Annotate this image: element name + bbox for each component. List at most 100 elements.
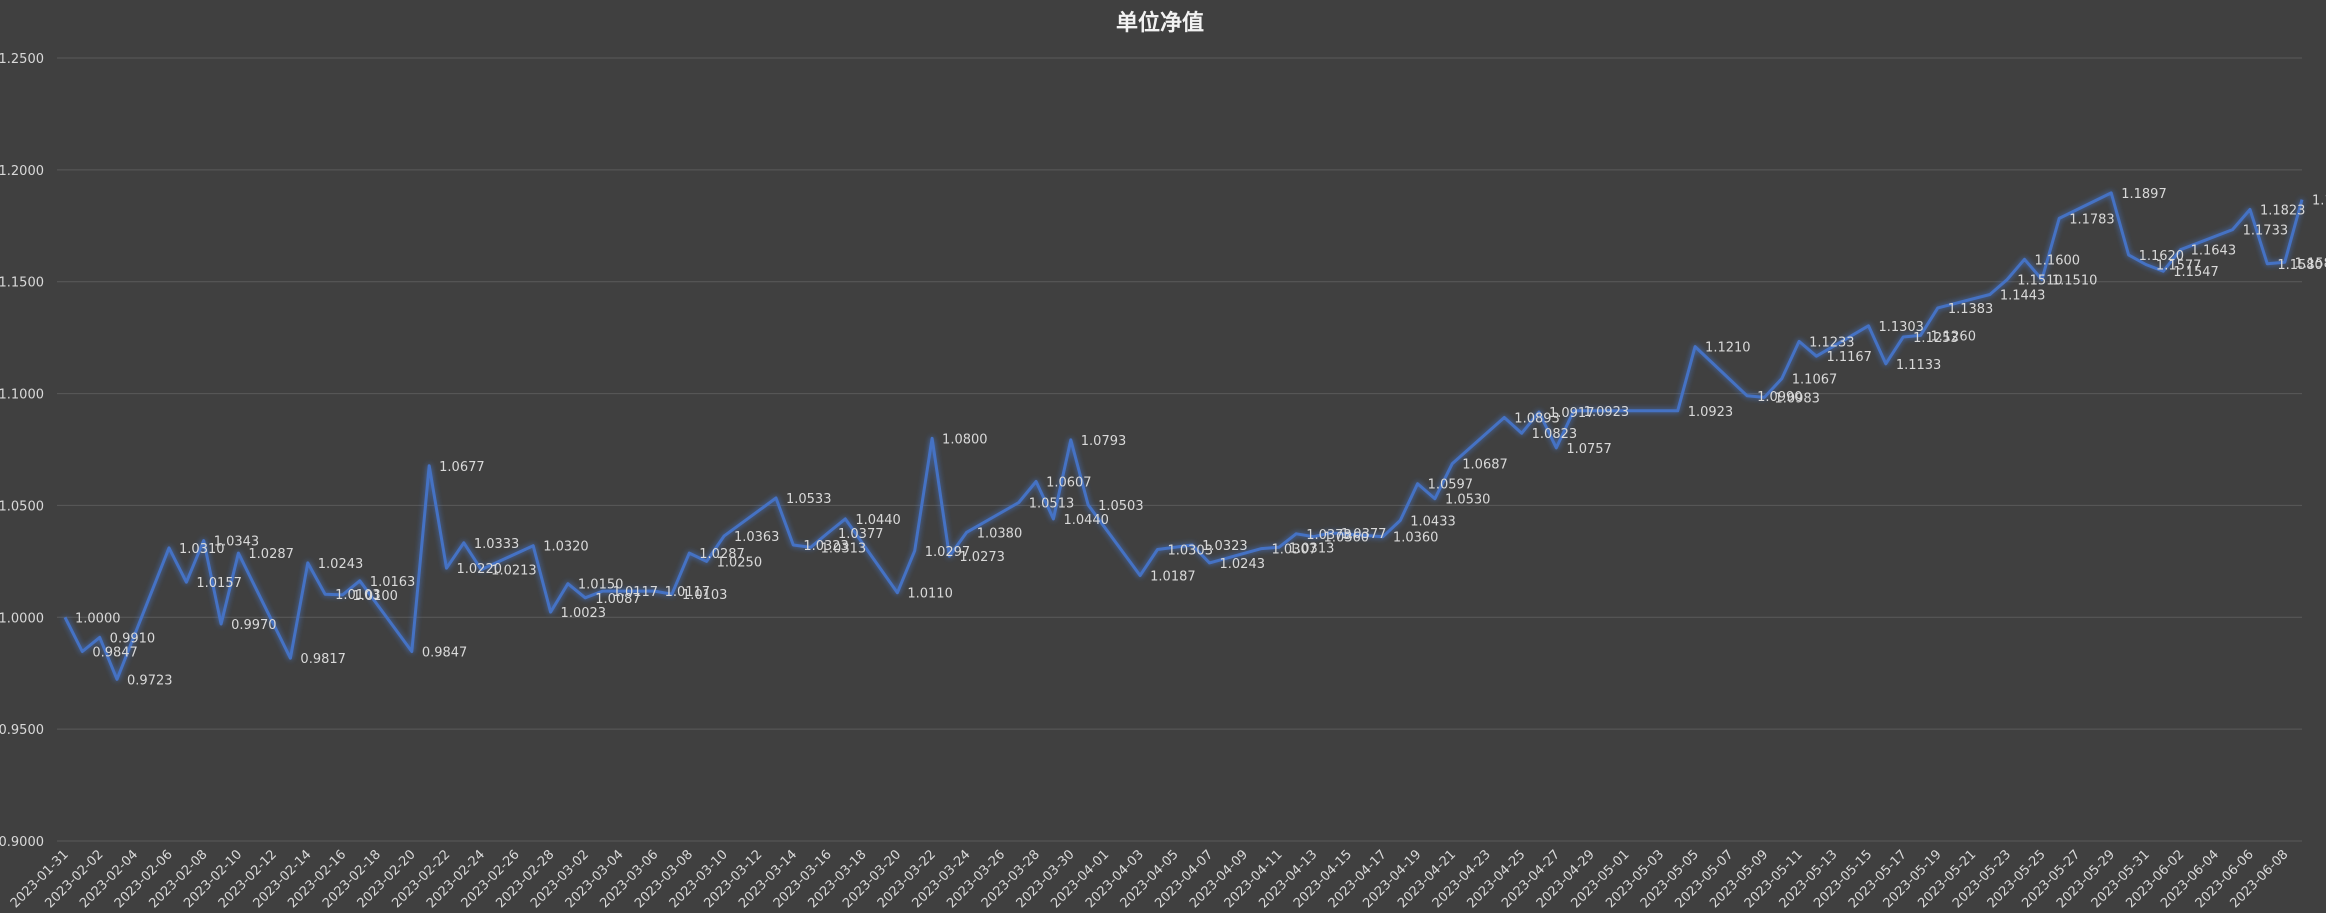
data-label: 1.0983 — [1774, 391, 1820, 406]
data-label: 1.0243 — [318, 557, 364, 572]
data-label: 1.1577 — [2156, 258, 2202, 273]
data-label: 1.1383 — [1948, 302, 1994, 317]
data-label: 1.0243 — [1220, 557, 1266, 572]
data-label: 1.0087 — [595, 592, 641, 607]
data-label: 0.9970 — [231, 618, 277, 633]
data-label: 0.9847 — [92, 646, 138, 661]
data-label: 1.0320 — [543, 540, 589, 555]
data-label: 0.9847 — [422, 646, 468, 661]
data-label: 1.1303 — [1878, 320, 1924, 335]
y-tick-label: 0.9500 — [0, 723, 44, 738]
data-label: 1.1443 — [2000, 288, 2046, 303]
data-label: 1.1210 — [1705, 341, 1751, 356]
data-label: 1.0323 — [1202, 539, 1248, 554]
data-label: 1.0287 — [699, 547, 745, 562]
data-label: 1.0503 — [1098, 499, 1144, 514]
data-label: 1.0677 — [439, 460, 485, 475]
data-label: 1.0373 — [1306, 528, 1352, 543]
data-label: 1.1260 — [1930, 329, 1976, 344]
data-label: 1.0597 — [1428, 478, 1474, 493]
data-label: 1.0287 — [248, 547, 294, 562]
data-label: 1.0990 — [1757, 390, 1803, 405]
data-label: 1.0433 — [1410, 514, 1456, 529]
data-label: 1.0530 — [1445, 493, 1491, 508]
data-label: 1.0023 — [561, 606, 607, 621]
data-label: 1.0150 — [578, 578, 624, 593]
data-label: 1.0687 — [1462, 458, 1508, 473]
data-label: 1.1233 — [1809, 335, 1855, 350]
data-label: 1.1253 — [1913, 331, 1959, 346]
data-label: 0.9817 — [300, 652, 346, 667]
data-label: 1.0757 — [1566, 442, 1612, 457]
data-label: 1.0360 — [1393, 531, 1439, 546]
y-tick-label: 0.9000 — [0, 835, 44, 850]
data-label: 1.0800 — [942, 432, 988, 447]
data-label: 1.0313 — [1289, 541, 1335, 556]
data-label: 1.0323 — [803, 539, 849, 554]
data-label: 1.0513 — [1029, 497, 1075, 512]
data-label: 1.1510 — [2017, 273, 2063, 288]
data-label: 1.0117 — [665, 585, 711, 600]
data-label: 1.1580 — [2277, 258, 2323, 273]
y-tick-label: 1.1000 — [0, 388, 44, 403]
data-label: 1.1783 — [2069, 212, 2115, 227]
data-label: 1.0533 — [786, 492, 832, 507]
data-label: 1.1587 — [2295, 256, 2326, 271]
data-label: 1.0273 — [959, 550, 1005, 565]
y-tick-label: 1.0000 — [0, 611, 44, 626]
data-label: 1.0363 — [734, 530, 780, 545]
data-label: 1.0297 — [925, 545, 971, 560]
data-label: 1.0163 — [370, 575, 416, 590]
data-label: 0.9723 — [127, 673, 173, 688]
data-label: 1.1167 — [1826, 350, 1872, 365]
data-label: 0.9910 — [110, 631, 155, 646]
data-label: 1.1133 — [1896, 358, 1942, 373]
data-label: 1.0440 — [855, 513, 901, 528]
data-label: 1.1823 — [2260, 203, 2306, 218]
y-tick-label: 1.2500 — [0, 52, 44, 67]
data-label: 1.0380 — [977, 526, 1023, 541]
data-label: 1.0377 — [838, 527, 884, 542]
data-label: 1.0917 — [1549, 406, 1595, 421]
data-label: 1.0343 — [214, 535, 260, 550]
chart-title: 单位净值 — [1116, 10, 1204, 36]
data-label: 1.1620 — [2139, 249, 2185, 264]
data-label: 1.1867 — [2312, 194, 2326, 209]
data-label: 1.0303 — [1167, 544, 1213, 559]
data-label: 1.1733 — [2243, 224, 2289, 239]
data-label: 1.0220 — [457, 562, 503, 577]
data-label: 1.0250 — [717, 555, 763, 570]
data-label: 1.0923 — [1688, 405, 1734, 420]
data-label: 1.1897 — [2121, 187, 2167, 202]
data-label: 1.0793 — [1081, 434, 1127, 449]
data-label: 1.0157 — [196, 576, 242, 591]
y-tick-label: 1.0500 — [0, 499, 44, 514]
data-label: 1.0893 — [1514, 412, 1560, 427]
data-label: 1.0607 — [1046, 475, 1092, 490]
data-label: 1.1643 — [2191, 244, 2237, 259]
data-label: 1.0360 — [1324, 531, 1370, 546]
data-label: 1.0213 — [491, 564, 537, 579]
data-label: 1.1510 — [2052, 273, 2098, 288]
data-label: 1.0110 — [907, 587, 953, 602]
data-label: 1.1600 — [2035, 253, 2080, 268]
data-label: 1.0307 — [1272, 543, 1318, 558]
data-label: 1.0187 — [1150, 569, 1196, 584]
data-label: 1.1067 — [1792, 373, 1838, 388]
data-label: 1.0103 — [335, 588, 381, 603]
data-label: 1.1547 — [2173, 265, 2219, 280]
y-tick-label: 1.2000 — [0, 164, 44, 179]
data-label: 1.0117 — [613, 585, 659, 600]
line-series — [63, 191, 2304, 681]
data-label: 1.0310 — [179, 542, 225, 557]
y-tick-label: 1.1500 — [0, 276, 44, 291]
data-label: 1.0103 — [682, 588, 728, 603]
data-label: 1.0313 — [821, 541, 867, 556]
data-label: 1.0440 — [1063, 513, 1109, 528]
data-label: 1.0823 — [1532, 427, 1578, 442]
data-label: 1.0377 — [1341, 527, 1387, 542]
data-label: 1.0100 — [352, 589, 398, 604]
data-label: 1.0333 — [474, 537, 520, 552]
data-label: 1.0923 — [1584, 405, 1630, 420]
